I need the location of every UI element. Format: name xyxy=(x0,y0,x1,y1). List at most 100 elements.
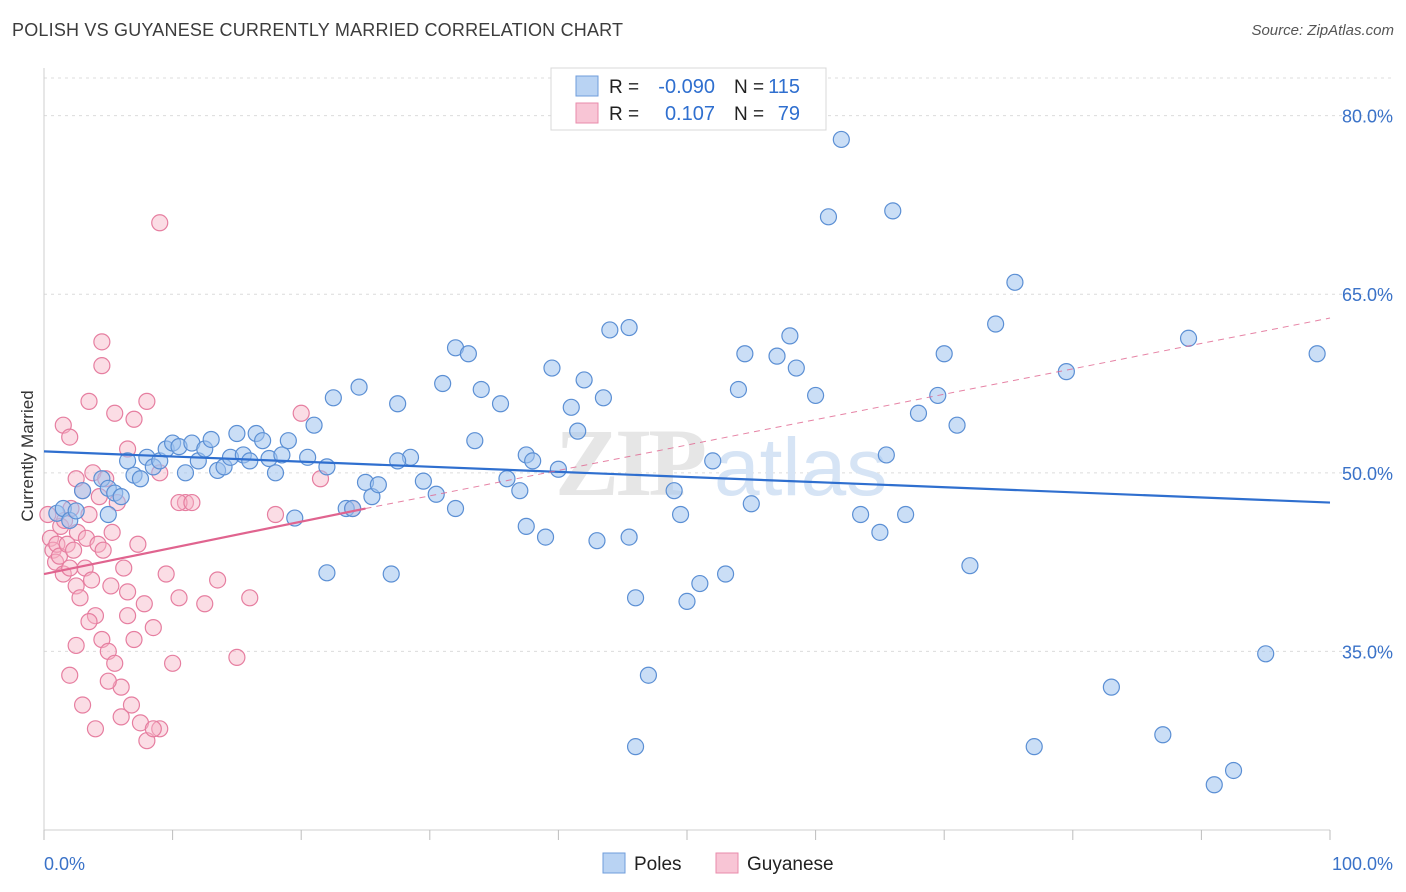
pole-point xyxy=(549,460,568,478)
pole-point xyxy=(620,318,638,337)
guyanese-point xyxy=(61,428,79,446)
pole-point xyxy=(202,430,220,449)
pole-point xyxy=(1179,329,1198,347)
pole-point xyxy=(369,476,387,494)
pole-point xyxy=(1025,738,1043,756)
source-label: Source: ZipAtlas.com xyxy=(1251,22,1394,39)
x-tick-label-min: 0.0% xyxy=(44,854,85,874)
pole-point xyxy=(588,532,606,550)
y-tick-label: 65.0% xyxy=(1342,285,1393,305)
guyanese-point xyxy=(106,654,124,672)
guyanese-point xyxy=(144,720,162,738)
pole-point xyxy=(517,517,535,535)
pole-point xyxy=(620,528,638,546)
guyanese-point xyxy=(129,535,147,553)
guyanese-point xyxy=(58,535,76,553)
pole-point xyxy=(781,327,799,345)
pole-point xyxy=(344,499,362,518)
guyanese-point xyxy=(106,404,124,422)
pole-point xyxy=(569,422,587,440)
guyanese-point xyxy=(68,523,87,541)
pole-point xyxy=(678,592,696,611)
pole-point xyxy=(665,482,683,500)
chart-title: POLISH VS GUYANESE CURRENTLY MARRIED COR… xyxy=(12,20,624,40)
pole-point xyxy=(266,464,285,482)
pole-point xyxy=(671,505,690,524)
legend-poles-r-value: -0.090 xyxy=(658,76,715,98)
guyanese-point xyxy=(228,648,246,666)
pole-point xyxy=(742,495,760,513)
y-tick-label: 80.0% xyxy=(1342,107,1393,127)
pole-point xyxy=(884,202,902,220)
pole-point xyxy=(626,738,645,756)
guyanese-point xyxy=(102,577,120,595)
pole-point xyxy=(1224,761,1243,780)
pole-point xyxy=(704,452,722,470)
pole-point xyxy=(897,505,915,524)
pole-point xyxy=(536,528,555,546)
pole-point xyxy=(382,565,400,583)
pole-point xyxy=(806,386,825,405)
y-tick-label: 50.0% xyxy=(1342,464,1393,484)
guyanese-point xyxy=(138,392,156,410)
series-legend: Poles Guyanese xyxy=(602,852,834,875)
pole-point xyxy=(543,359,561,377)
guyanese-trend-line xyxy=(43,507,366,576)
pole-point xyxy=(716,565,735,583)
y-axis-title: Currently Married xyxy=(18,390,37,521)
legend-guyanese-r-value: 0.107 xyxy=(665,103,715,125)
guyanese-point xyxy=(93,357,111,375)
guyanese-point xyxy=(93,333,111,351)
guyanese-point xyxy=(170,589,188,607)
legend-guyanese-r-label: R = xyxy=(609,104,639,125)
pole-point xyxy=(466,432,484,450)
pole-point xyxy=(414,472,432,490)
pole-point xyxy=(909,404,928,422)
pole-point xyxy=(877,446,895,464)
watermark-atlas: atlas xyxy=(714,422,887,513)
pole-point xyxy=(279,432,297,450)
pole-point xyxy=(1154,726,1172,744)
x-tick-label-max: 100.0% xyxy=(1332,854,1393,874)
guyanese-point xyxy=(64,541,83,559)
pole-point xyxy=(511,482,529,500)
pole-point xyxy=(427,485,445,503)
pole-point xyxy=(498,470,516,488)
bottom-legend-swatch-poles xyxy=(602,852,626,874)
pole-point xyxy=(691,574,709,593)
pole-point xyxy=(819,208,838,226)
poles-trend-line xyxy=(43,450,1331,504)
pole-point xyxy=(736,345,754,363)
bottom-legend-swatch-guyanese xyxy=(715,852,739,874)
guyanese-point xyxy=(115,559,133,577)
pole-point xyxy=(228,424,246,443)
guyanese-point xyxy=(80,392,98,410)
pole-point xyxy=(131,470,150,488)
pole-point xyxy=(1308,345,1326,363)
legend-guyanese-n-label: N = xyxy=(734,104,764,125)
pole-point xyxy=(472,380,490,399)
pole-point xyxy=(99,505,117,524)
guyanese-point xyxy=(112,708,130,726)
pole-point xyxy=(729,380,748,399)
guyanese-point xyxy=(196,595,214,613)
legend-swatch-guyanese xyxy=(575,102,599,124)
pole-point xyxy=(350,378,368,396)
guyanese-point xyxy=(61,666,79,684)
pole-point xyxy=(601,321,619,339)
guyanese-point xyxy=(209,571,227,589)
pole-point xyxy=(1257,645,1275,663)
guyanese-point xyxy=(125,410,143,428)
trend-lines xyxy=(43,317,1331,576)
guyanese-point xyxy=(86,607,105,625)
guyanese-point xyxy=(82,571,101,589)
guyanese-point xyxy=(73,696,92,714)
pole-point xyxy=(562,398,580,416)
pole-point xyxy=(639,666,658,684)
x-ticks xyxy=(43,830,1331,840)
pole-point xyxy=(524,452,542,470)
y-tick-label: 35.0% xyxy=(1342,642,1393,662)
pole-point xyxy=(961,557,979,575)
guyanese-point xyxy=(176,493,195,512)
pole-point xyxy=(73,482,92,500)
